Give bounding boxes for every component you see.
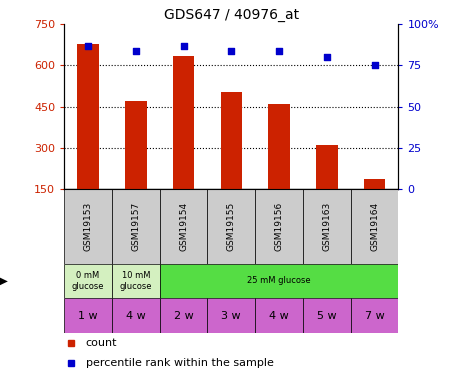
Bar xyxy=(125,101,147,189)
Bar xyxy=(112,189,160,264)
Bar xyxy=(255,298,303,333)
Bar xyxy=(268,104,290,189)
Point xyxy=(180,43,187,49)
Bar xyxy=(160,298,207,333)
Text: 2 w: 2 w xyxy=(174,311,193,321)
Bar xyxy=(207,298,255,333)
Point xyxy=(228,48,235,54)
Bar xyxy=(364,179,385,189)
Text: GSM19156: GSM19156 xyxy=(274,201,284,251)
Bar xyxy=(160,189,207,264)
Bar xyxy=(255,189,303,264)
Text: percentile rank within the sample: percentile rank within the sample xyxy=(86,358,274,368)
Bar xyxy=(316,145,338,189)
Bar xyxy=(173,56,194,189)
Text: count: count xyxy=(86,338,117,348)
Bar xyxy=(64,264,112,298)
Text: 4 w: 4 w xyxy=(269,311,289,321)
Text: 25 mM glucose: 25 mM glucose xyxy=(247,276,311,285)
Text: growth protocol  ▶: growth protocol ▶ xyxy=(0,276,8,286)
Bar xyxy=(221,92,242,189)
Text: 0 mM
glucose: 0 mM glucose xyxy=(72,271,104,291)
Text: GSM19163: GSM19163 xyxy=(322,201,331,251)
Text: 3 w: 3 w xyxy=(222,311,241,321)
Bar xyxy=(351,189,398,264)
Bar xyxy=(112,298,160,333)
Bar xyxy=(303,298,351,333)
Text: GSM19154: GSM19154 xyxy=(179,202,188,251)
Point xyxy=(371,63,378,69)
Text: GSM19153: GSM19153 xyxy=(83,201,93,251)
Bar xyxy=(207,189,255,264)
Text: 7 w: 7 w xyxy=(365,311,384,321)
Bar xyxy=(77,44,99,189)
Bar xyxy=(64,298,112,333)
Bar xyxy=(351,298,398,333)
Text: 10 mM
glucose: 10 mM glucose xyxy=(120,271,152,291)
Bar xyxy=(303,189,351,264)
Text: GSM19155: GSM19155 xyxy=(227,201,236,251)
Point xyxy=(84,43,92,49)
Text: 1 w: 1 w xyxy=(78,311,98,321)
Bar xyxy=(160,264,398,298)
Point xyxy=(132,48,139,54)
Bar xyxy=(112,264,160,298)
Text: GSM19157: GSM19157 xyxy=(131,201,140,251)
Point xyxy=(323,54,331,60)
Text: 4 w: 4 w xyxy=(126,311,146,321)
Title: GDS647 / 40976_at: GDS647 / 40976_at xyxy=(164,8,299,22)
Text: 5 w: 5 w xyxy=(317,311,337,321)
Bar xyxy=(64,189,112,264)
Text: GSM19164: GSM19164 xyxy=(370,202,379,251)
Point xyxy=(275,48,283,54)
